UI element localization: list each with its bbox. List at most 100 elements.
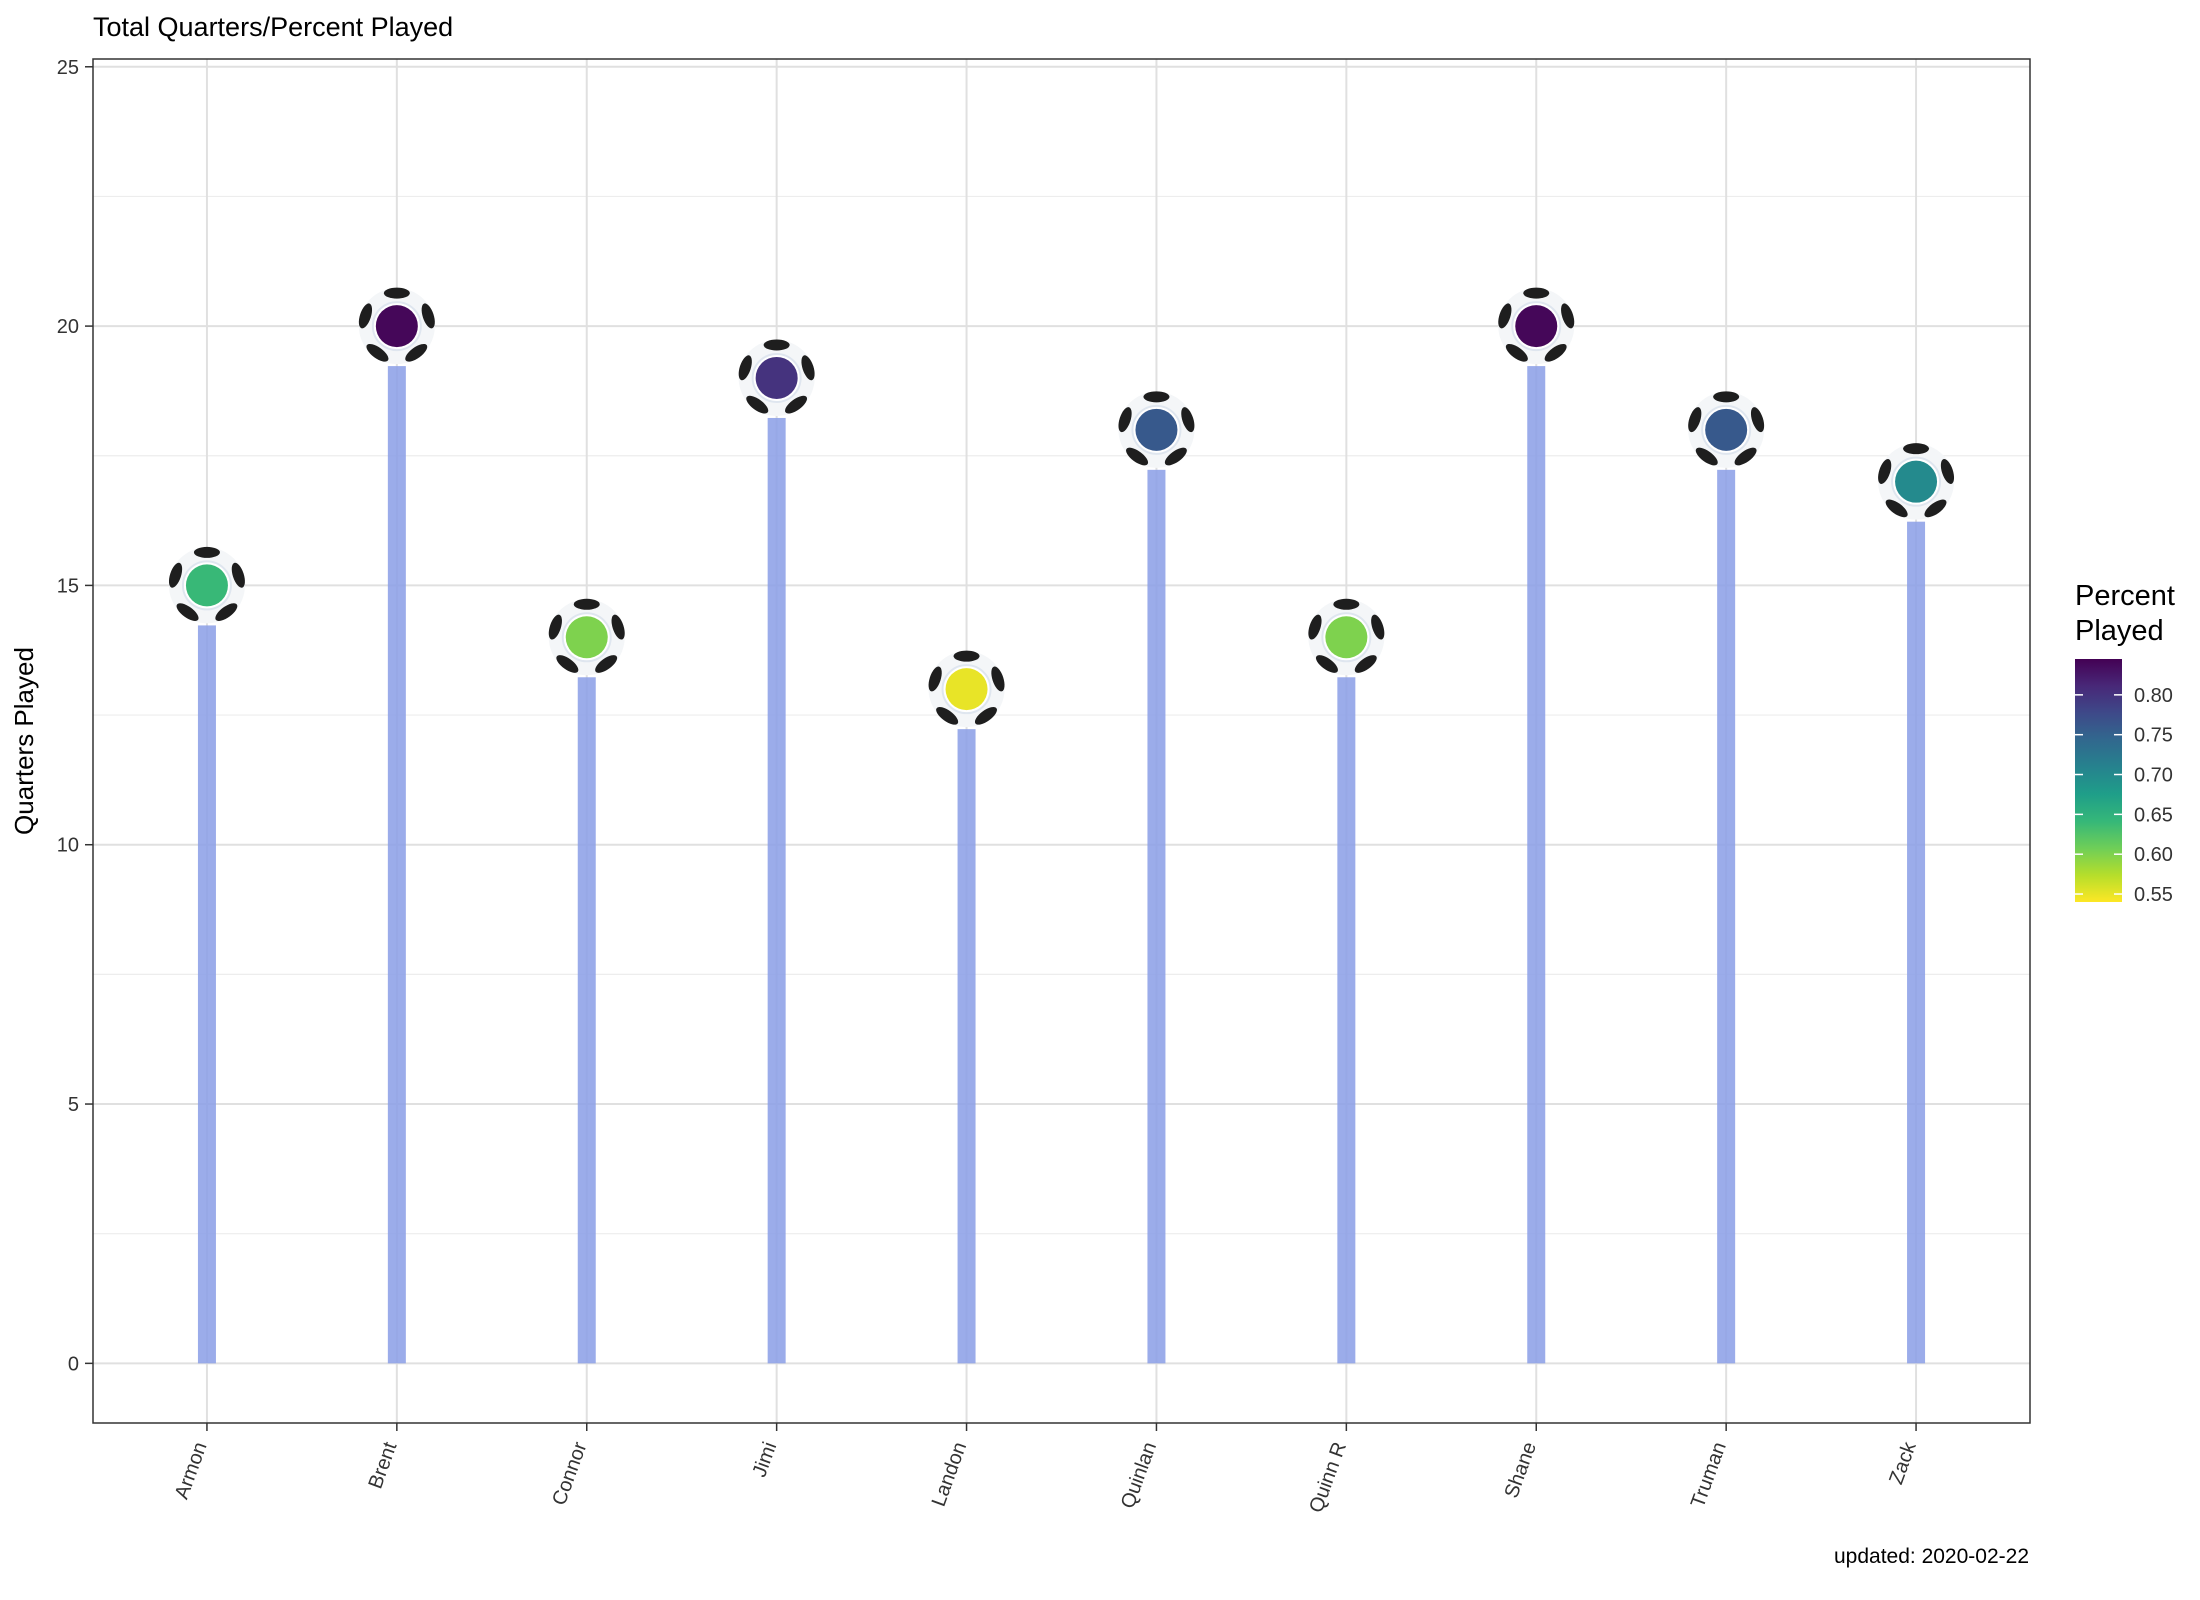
ball-patch	[928, 666, 942, 692]
ball-patch	[1924, 499, 1947, 518]
legend: Percent Played 0.55 0.60 0.65 0.70 0.75 0.80	[2075, 580, 2175, 906]
x-axis: Armon Brent Connor Jimi Landon Quinlan Quinn R…	[171, 1423, 1921, 1516]
y-tick-label: 25	[57, 57, 79, 79]
ball-patch	[1523, 287, 1550, 299]
data-point	[358, 287, 435, 365]
stem	[1147, 469, 1166, 1364]
ball-patch	[785, 395, 808, 414]
ball-patch	[366, 343, 389, 362]
x-tick-label: Jimi	[749, 1439, 782, 1480]
ball-patch	[1371, 614, 1385, 640]
ball-patch	[974, 706, 997, 725]
ball-patch	[611, 614, 625, 640]
ball-patch	[1903, 443, 1930, 455]
point-fill	[565, 616, 608, 659]
stem	[1907, 521, 1926, 1364]
x-tick-label: Armon	[171, 1439, 212, 1502]
ball-patch	[1885, 499, 1908, 518]
plot-panel-border	[92, 58, 2031, 1424]
y-tick-label: 20	[57, 316, 79, 338]
ball-patch	[383, 287, 410, 299]
x-tick-label: Shane	[1500, 1439, 1540, 1501]
point-fill	[375, 305, 418, 348]
legend-colorbar	[2075, 659, 2122, 902]
data-point	[1688, 391, 1765, 468]
point-fill	[1135, 408, 1178, 451]
legend-tick-label: 0.55	[2134, 884, 2173, 906]
ball-patch	[1498, 303, 1512, 329]
ball-patch	[801, 355, 815, 381]
stem	[577, 677, 596, 1364]
ball-patch	[215, 603, 238, 621]
stem	[1337, 677, 1356, 1364]
legend-tick-label: 0.80	[2134, 685, 2173, 707]
ball-patch	[231, 562, 245, 588]
ball-patch	[1354, 655, 1377, 673]
x-tick-label: Quinlan	[1117, 1439, 1161, 1511]
ball-patch	[168, 562, 183, 588]
point-fill	[185, 564, 228, 607]
stem	[387, 366, 406, 1364]
ball-patch	[193, 546, 220, 558]
y-tick-label: 15	[57, 575, 79, 597]
ball-patch	[1688, 407, 1702, 433]
data-point	[1498, 287, 1575, 365]
ball-patch	[1505, 343, 1528, 362]
legend-ticks: 0.55 0.60 0.65 0.70 0.75 0.80	[2075, 685, 2173, 906]
ball-patch	[1734, 447, 1757, 466]
point-fill	[1705, 408, 1748, 451]
stem	[1717, 469, 1736, 1364]
ball-patch	[595, 655, 618, 673]
ball-patch	[1878, 459, 1892, 484]
ball-patch	[1308, 614, 1322, 640]
ball-patch	[1713, 391, 1740, 403]
legend-tick-label: 0.75	[2134, 725, 2173, 747]
stem	[957, 729, 976, 1364]
caption: updated: 2020-02-22	[1834, 1545, 2029, 1568]
data-point	[928, 650, 1005, 728]
y-tick-label: 0	[68, 1353, 79, 1375]
ball-patch	[1940, 459, 1955, 484]
legend-title-line1: Percent	[2075, 580, 2175, 612]
data-point	[1878, 443, 1955, 520]
ball-patch	[1118, 407, 1132, 433]
data-point	[168, 546, 245, 624]
markers	[168, 287, 1955, 728]
ball-patch	[1143, 391, 1170, 403]
point-fill	[945, 668, 988, 711]
ball-patch	[1750, 407, 1765, 433]
ball-patch	[1695, 447, 1718, 466]
x-tick-label: Connor	[548, 1439, 591, 1508]
x-tick-label: Truman	[1687, 1439, 1731, 1511]
ball-patch	[176, 603, 199, 621]
ball-patch	[746, 395, 769, 414]
y-tick-label: 5	[68, 1094, 79, 1116]
ball-patch	[358, 303, 373, 329]
ball-patch	[953, 650, 980, 662]
ball-patch	[1544, 343, 1567, 362]
ball-patch	[1561, 303, 1575, 329]
x-tick-label: Brent	[365, 1439, 402, 1492]
data-point	[548, 598, 625, 676]
ball-patch	[405, 343, 428, 362]
point-fill	[1515, 305, 1558, 348]
stem	[197, 625, 216, 1364]
stems	[197, 366, 1926, 1364]
ball-patch	[421, 303, 435, 329]
data-point	[1308, 598, 1385, 676]
legend-tick-label: 0.60	[2134, 844, 2173, 866]
ball-patch	[936, 706, 959, 725]
x-tick-label: Zack	[1885, 1438, 1921, 1487]
y-axis-label: Quarters Played	[9, 647, 39, 835]
ball-patch	[573, 598, 600, 610]
ball-patch	[738, 355, 752, 381]
stem	[767, 417, 786, 1364]
data-point	[738, 339, 815, 416]
ball-patch	[1315, 655, 1338, 673]
ball-patch	[991, 666, 1005, 692]
x-tick-label: Quinn R	[1305, 1439, 1351, 1515]
legend-title-line2: Played	[2075, 615, 2164, 647]
point-fill	[1325, 616, 1368, 659]
data-point	[1118, 391, 1195, 468]
